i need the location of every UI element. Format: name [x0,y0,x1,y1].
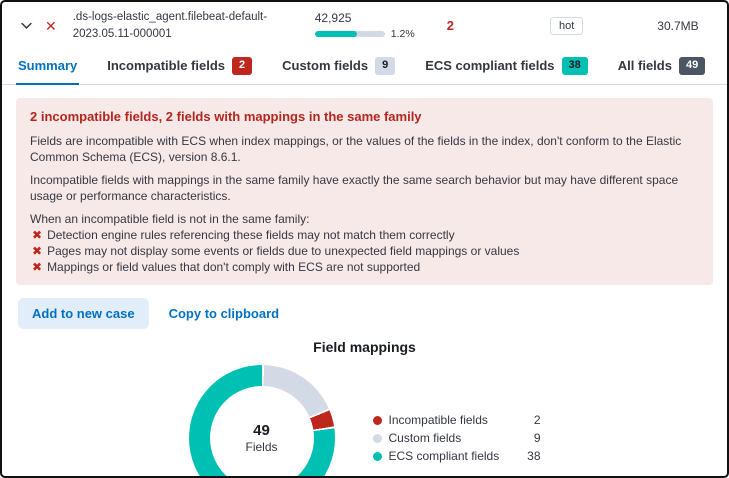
chevron-down-icon [21,22,32,30]
legend-item: Incompatible fields 2 [372,413,541,428]
legend-dot [372,451,382,461]
tab-badge: 2 [232,57,253,75]
docs-progress-fill [314,31,357,38]
legend-item: ECS compliant fields 38 [372,449,541,464]
tab-label: ECS compliant fields [425,58,555,74]
incompatible-count: 2 [446,18,454,34]
bullet-text: Mappings or field values that don't comp… [47,259,421,274]
incompatible-callout: 2 incompatible fields, 2 fields with map… [16,97,713,286]
legend-value: 38 [527,449,541,464]
red-x-icon: ✖ [32,244,43,259]
legend-label: ECS compliant fields [388,449,500,464]
docs-count: 42,925 [314,11,352,26]
actions-row: Add to new case Copy to clipboard [18,298,711,330]
ilm-phase-badge: hot [549,16,584,35]
docs-percent: 1.2% [390,28,415,41]
tab-summary[interactable]: Summary [16,48,80,85]
bullet-text: Detection engine rules referencing these… [47,228,455,243]
donut-center-value: 49 [253,422,270,440]
add-to-new-case-button[interactable]: Add to new case [18,298,149,330]
collapse-chevron-icon[interactable] [18,17,35,34]
legend-item: Custom fields 9 [372,431,541,446]
tab-badge: 49 [678,57,706,75]
callout-title: 2 incompatible fields, 2 fields with map… [30,108,422,124]
red-x-icon: ✖ [32,228,43,243]
legend-value: 2 [533,413,541,428]
legend-dot [372,415,382,425]
index-summary-row: ✕ .ds-logs-elastic_agent.filebeat-defaul… [2,2,727,48]
tab-badge: 38 [561,57,588,75]
legend-label: Custom fields [388,431,462,446]
index-name: .ds-logs-elastic_agent.filebeat-default-… [72,11,268,40]
legend-dot [372,433,382,443]
tab-label: Custom fields [282,58,369,74]
callout-bullet: ✖ Detection engine rules referencing the… [32,228,699,244]
chart-legend: Incompatible fields 2 Custom fields 9 EC… [372,409,541,467]
callout-paragraph: Fields are incompatible with ECS when in… [30,133,682,164]
tab-incompatible-fields[interactable]: Incompatible fields 2 [105,48,254,84]
tab-label: Incompatible fields [107,58,225,74]
tab-ecs-compliant-fields[interactable]: ECS compliant fields 38 [423,48,590,84]
donut-center: 49 Fields [189,365,335,476]
callout-paragraph: Incompatible fields with mappings in the… [30,172,679,204]
donut-center-label: Fields [245,440,278,455]
incompatible-x-icon: ✕ [45,17,57,34]
donut-chart [188,365,335,476]
tab-all-fields[interactable]: All fields 49 [616,48,707,84]
tab-bar: Summary Incompatible fields 2 Custom fie… [2,48,727,85]
callout-paragraph: When an incompatible field is not in the… [30,212,310,227]
tab-label: All fields [617,58,672,74]
tab-custom-fields[interactable]: Custom fields 9 [280,48,397,84]
red-x-icon: ✖ [32,259,43,274]
callout-bullet: ✖ Mappings or field values that don't co… [32,260,699,276]
bullet-text: Pages may not display some events or fie… [47,244,520,259]
chart-title: Field mappings [313,339,416,356]
tab-label: Summary [18,58,78,74]
callout-bullet: ✖ Pages may not display some events or f… [32,244,699,260]
summary-tab-content: 2 incompatible fields, 2 fields with map… [2,85,727,476]
copy-to-clipboard-link[interactable]: Copy to clipboard [168,306,280,322]
index-size: 30.7MB [657,18,699,33]
docs-block: 42,925 1.2% [314,11,433,41]
field-mappings-chart: 49 Fields Incompatible fields 2 Custom f… [16,365,713,476]
legend-value: 9 [533,431,541,446]
donut-wrap: 49 Fields [188,365,335,476]
docs-progress-bar [314,31,385,38]
tab-badge: 9 [375,57,396,75]
legend-label: Incompatible fields [388,413,488,428]
